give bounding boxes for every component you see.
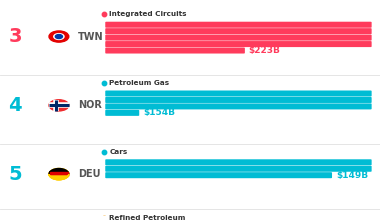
Text: TWN: TWN [78,31,103,42]
FancyBboxPatch shape [105,166,372,172]
Text: NOR: NOR [78,100,102,110]
Text: Refined Petroleum: Refined Petroleum [109,214,186,220]
Polygon shape [49,169,69,174]
Text: Integrated Circuits: Integrated Circuits [109,11,187,17]
FancyBboxPatch shape [105,159,372,165]
FancyBboxPatch shape [105,41,372,47]
Text: $223B: $223B [249,46,280,55]
Text: Cars: Cars [109,149,128,155]
Polygon shape [49,172,68,176]
FancyBboxPatch shape [105,48,245,53]
Circle shape [49,31,69,42]
FancyBboxPatch shape [105,90,372,97]
Wedge shape [49,174,69,180]
FancyBboxPatch shape [105,22,372,28]
Text: $149B: $149B [336,171,368,180]
Text: Petroleum Gas: Petroleum Gas [109,80,169,86]
Text: DEU: DEU [78,169,100,179]
Text: 5: 5 [8,165,22,184]
FancyBboxPatch shape [105,110,139,116]
FancyBboxPatch shape [105,103,372,109]
Text: $154B: $154B [143,108,175,117]
FancyBboxPatch shape [105,35,372,41]
Circle shape [55,35,62,38]
Wedge shape [49,169,69,174]
FancyBboxPatch shape [105,97,372,103]
Text: 3: 3 [8,27,22,46]
Text: 4: 4 [8,96,22,115]
Circle shape [54,34,64,39]
FancyBboxPatch shape [105,28,372,34]
Polygon shape [49,174,69,180]
FancyBboxPatch shape [105,172,332,178]
Circle shape [49,100,69,111]
Circle shape [49,169,69,180]
